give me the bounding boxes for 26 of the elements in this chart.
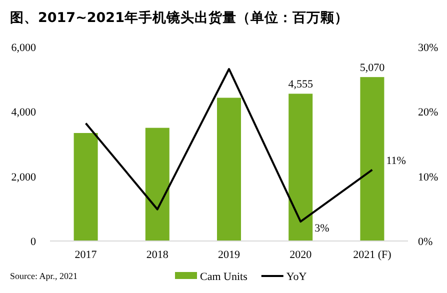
- bar: [74, 133, 98, 241]
- data-label: 5,070: [360, 62, 386, 74]
- data-label: 3%: [314, 222, 330, 235]
- chart-title: 图、2017~2021年手机镜头出货量（单位：百万颗）: [10, 9, 348, 26]
- y2-tick-label: 10%: [418, 171, 438, 184]
- bar: [288, 94, 313, 241]
- x-tick-label: 2019: [218, 249, 240, 261]
- y-tick-label: 2,000: [11, 171, 36, 184]
- x-tick-label: 2020: [290, 249, 312, 261]
- y-tick-label: 4,000: [11, 106, 36, 119]
- legend-label: YoY: [286, 271, 307, 283]
- bar: [360, 77, 384, 241]
- y2-tick-label: 0%: [418, 236, 433, 248]
- y2-tick-label: 20%: [418, 106, 438, 119]
- bar: [145, 128, 170, 241]
- x-tick-label: 2017: [74, 249, 98, 261]
- y-tick-label: 0: [30, 236, 36, 248]
- legend-label: Cam Units: [200, 271, 248, 283]
- y2-tick-label: 30%: [418, 42, 438, 54]
- y-tick-label: 6,000: [11, 42, 36, 54]
- source-note: Source: Apr., 2021: [10, 271, 78, 281]
- bar: [217, 98, 241, 241]
- data-label: 4,555: [288, 78, 314, 91]
- x-tick-label: 2021 (F): [353, 249, 392, 261]
- x-tick-label: 2018: [146, 249, 169, 261]
- data-label: 11%: [386, 154, 406, 167]
